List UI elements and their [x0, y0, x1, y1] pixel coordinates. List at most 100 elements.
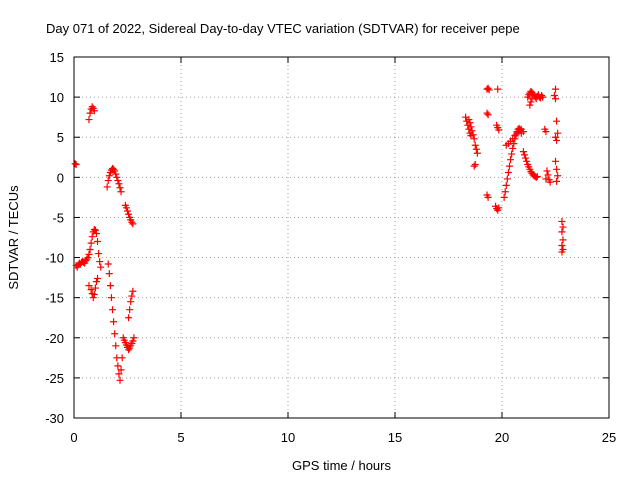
data-point: [532, 173, 540, 181]
data-point: [125, 346, 133, 354]
data-point: [104, 260, 112, 268]
data-point: [472, 145, 480, 153]
data-point: [558, 242, 566, 250]
data-point: [470, 162, 478, 170]
data-point: [519, 128, 527, 136]
data-point: [503, 175, 511, 183]
data-point: [86, 246, 94, 254]
data-point: [96, 258, 104, 266]
data-point: [125, 314, 133, 322]
axis-ticks: 0 5 10 15 20 25 -30 -25 -20 -15 -10 -5 0 5 10 15: [45, 50, 616, 445]
plot-frame: [73, 56, 610, 419]
data-point: [495, 204, 503, 212]
data-point: [94, 238, 102, 246]
data-point: [504, 169, 512, 177]
data-point: [90, 225, 98, 233]
data-point: [554, 129, 562, 137]
data-point: [533, 173, 541, 181]
data-point: [483, 109, 491, 117]
data-point: [117, 188, 125, 196]
data-point: [501, 188, 509, 196]
data-point: [546, 178, 554, 186]
data-point: [88, 233, 96, 241]
data-point: [128, 292, 136, 300]
data-point: [466, 119, 474, 127]
data-point: [507, 156, 515, 164]
grid-lines: [74, 57, 609, 418]
data-point: [470, 135, 478, 143]
data-point: [103, 183, 111, 191]
data-point: [522, 154, 530, 162]
data-point: [126, 306, 134, 314]
data-point: [109, 306, 117, 314]
data-point: [539, 93, 547, 101]
data-point: [550, 92, 558, 100]
data-point: [104, 177, 112, 185]
data-point: [95, 250, 103, 258]
y-tick-label: -20: [45, 331, 64, 346]
data-point: [115, 370, 123, 378]
data-point: [520, 151, 528, 159]
data-point: [484, 84, 492, 92]
data-point: [107, 294, 115, 302]
data-point: [542, 175, 550, 183]
data-point: [543, 167, 551, 175]
data-point: [500, 193, 508, 201]
data-point: [544, 171, 552, 179]
data-point: [117, 366, 125, 374]
y-tick-label: -10: [45, 251, 64, 266]
data-point: [111, 167, 119, 175]
data-point: [85, 250, 93, 258]
data-point: [523, 157, 531, 165]
data-point: [113, 173, 121, 181]
y-tick-label: 5: [57, 130, 64, 145]
data-point: [129, 337, 137, 345]
y-tick-label: -5: [52, 210, 64, 225]
data-point: [125, 210, 133, 218]
data-point: [128, 218, 136, 226]
data-point: [505, 162, 513, 170]
data-point: [465, 116, 473, 124]
data-point: [484, 111, 492, 119]
data-point: [85, 282, 93, 290]
data-point: [89, 294, 97, 302]
data-point: [84, 254, 92, 262]
data-point: [554, 172, 562, 180]
data-point: [92, 229, 100, 237]
x-axis-label: GPS time / hours: [292, 458, 391, 473]
data-point: [130, 334, 138, 342]
data-point: [118, 354, 126, 362]
y-tick-label: 0: [57, 170, 64, 185]
data-point: [114, 177, 122, 185]
data-point: [495, 126, 503, 134]
data-point: [508, 150, 516, 158]
data-point: [553, 177, 561, 185]
data-point: [469, 131, 477, 139]
data-point: [553, 117, 561, 125]
data-point: [471, 160, 479, 168]
data-point: [553, 136, 561, 144]
data-point: [559, 236, 567, 244]
data-point: [111, 330, 119, 338]
data-point: [87, 239, 95, 247]
data-point: [86, 109, 94, 117]
y-tick-label: 15: [50, 50, 64, 65]
data-point: [124, 207, 131, 215]
data-point: [512, 131, 520, 139]
data-point: [72, 160, 80, 168]
data-point: [542, 128, 550, 136]
data-point: [129, 287, 137, 295]
data-point: [468, 127, 476, 135]
data-point: [127, 298, 135, 306]
data-point: [85, 116, 93, 124]
data-point: [97, 263, 105, 271]
data-point: [122, 204, 130, 212]
data-point: [94, 274, 102, 282]
x-tick-label: 0: [70, 430, 77, 445]
data-point: [558, 217, 566, 225]
data-point: [114, 362, 122, 370]
data-point: [116, 184, 124, 192]
data-point: [91, 284, 99, 292]
data-point: [484, 193, 492, 201]
